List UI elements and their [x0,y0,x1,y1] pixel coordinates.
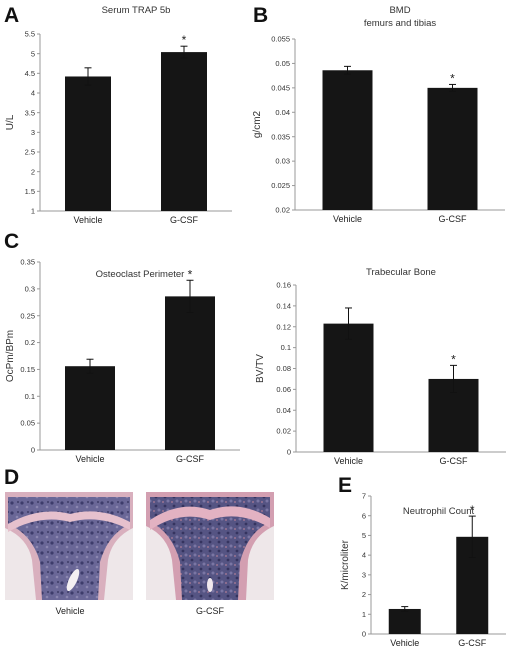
y-tick-label: 3 [31,128,35,137]
y-tick-label: 3.5 [25,108,35,117]
y-tick-label: 0.12 [276,322,291,331]
x-tick-label: G-CSF [176,454,205,464]
bar-vehicle [323,323,374,452]
x-tick-label: Vehicle [333,214,362,224]
chart-title: Osteoclast Perimeter [96,269,185,280]
y-tick-label: 1 [362,610,366,619]
y-tick-label: 0.04 [276,406,291,415]
bar-g-csf [427,87,478,210]
x-tick-label: Vehicle [73,215,102,225]
y-tick-label: 0.035 [271,132,290,141]
y-axis-label: OcPm/BPm [5,330,16,382]
bar-vehicle [322,70,373,210]
y-tick-label: 0.02 [276,427,291,436]
x-tick-label: G-CSF [458,638,487,648]
bar-vehicle [65,76,111,211]
y-tick-label: 0.1 [281,343,291,352]
chart-trabecular-bone: Trabecular Bone 0 0.02 0.04 0.06 0.08 0.1 0.12 0… [255,267,506,466]
panel-letter-d: D [4,466,19,489]
y-tick-label: 0 [362,630,366,639]
y-tick-label: 0.05 [20,419,35,428]
y-tick-label: 0.055 [271,35,290,44]
chart-neutrophil-count: Neutrophil Count 0 1 2 3 4 5 6 7 K/microliter Vehi… [340,492,506,648]
y-axis-label: g/cm2 [252,110,263,138]
y-tick-label: 0.04 [275,108,290,117]
significance-star: * [470,503,475,517]
y-tick-label: 6 [362,511,366,520]
y-tick-label: 0.1 [25,392,35,401]
y-tick-label: 0.025 [271,181,290,190]
y-tick-label: 5.5 [25,30,35,39]
y-axis-label: K/microliter [340,539,351,590]
y-tick-label: 2 [362,590,366,599]
chart-title: BMD [389,5,410,16]
panel-letter-c: C [4,230,19,253]
y-tick-label: 0.16 [276,281,291,290]
y-tick-label: 0 [287,448,291,457]
x-tick-label: Vehicle [334,456,363,466]
y-tick-label: 0.06 [276,385,291,394]
panel-letter-b: B [253,4,268,27]
y-tick-label: 2.5 [25,148,35,157]
chart-osteoclast-perimeter: Osteoclast Perimeter 0 0.05 0.1 0.15 0.2 0.25 0… [5,258,240,464]
y-tick-label: 1 [31,207,35,216]
x-tick-label: Vehicle [390,638,419,648]
y-tick-label: 0 [31,446,35,455]
significance-star: * [450,71,455,85]
significance-star: * [182,33,187,47]
y-tick-label: 0.05 [275,59,290,68]
x-tick-label: G-CSF [439,214,468,224]
y-tick-label: 0.045 [271,83,290,92]
panel-letter-a: A [4,4,19,27]
chart-title: Trabecular Bone [366,267,436,278]
y-tick-label: 4.5 [25,69,35,78]
y-axis-label: U/L [5,114,16,130]
bar-g-csf [165,296,215,450]
y-tick-label: 0.25 [20,311,35,320]
y-tick-label: 0.35 [20,258,35,267]
significance-star: * [451,352,456,366]
histology-image-gcsf [146,492,274,600]
y-tick-label: 0.08 [276,364,291,373]
chart-serum-trap: Serum TRAP 5b 1 1.5 2 2.5 3 3.5 4 4.5 5 5.5 U/L Vehi… [5,5,232,225]
y-tick-label: 0.3 [25,284,35,293]
bar-vehicle [65,366,115,450]
y-tick-label: 3 [362,570,366,579]
y-tick-label: 0.14 [276,301,291,310]
y-tick-label: 0.03 [275,157,290,166]
y-tick-label: 7 [362,492,366,501]
significance-star: * [188,267,193,281]
y-tick-label: 5 [31,49,35,58]
x-tick-label: G-CSF [440,456,469,466]
panel-letter-e: E [338,474,352,497]
chart-title: Neutrophil Count [403,506,475,517]
chart-bmd: BMD femurs and tibias 0.02 0.025 0.03 0.035 0.… [252,5,505,224]
bar-vehicle [388,608,421,634]
y-tick-label: 0.2 [25,338,35,347]
y-tick-label: 5 [362,531,366,540]
bar-g-csf [161,52,207,211]
y-tick-label: 0.02 [275,206,290,215]
chart-subtitle: femurs and tibias [364,18,437,29]
y-tick-label: 0.15 [20,365,35,374]
y-tick-label: 4 [362,551,366,560]
y-tick-label: 1.5 [25,187,35,196]
y-axis-label: BV/TV [255,354,266,383]
histology-image-vehicle [5,492,133,600]
x-tick-label: Vehicle [75,454,104,464]
y-tick-label: 2 [31,167,35,176]
chart-title: Serum TRAP 5b [102,5,171,16]
y-tick-label: 4 [31,89,35,98]
x-tick-label: G-CSF [170,215,199,225]
histology-caption-vehicle: Vehicle [55,606,84,616]
histology-caption-gcsf: G-CSF [196,606,225,616]
